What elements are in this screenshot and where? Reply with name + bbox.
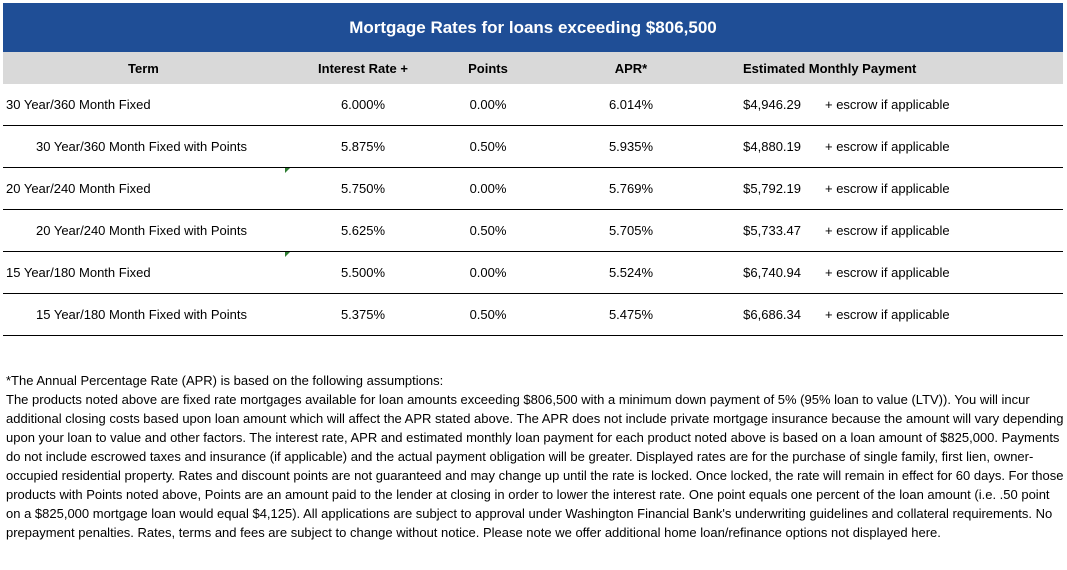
cell-points: 0.50% bbox=[469, 223, 507, 238]
cell-points: 0.00% bbox=[469, 265, 507, 280]
cell-interest-rate: 5.875% bbox=[340, 139, 386, 154]
cell-term: 30 Year/360 Month Fixed with Points bbox=[36, 139, 248, 154]
cell-apr: 6.014% bbox=[608, 97, 654, 112]
cell-monthly-payment: $6,686.34 bbox=[743, 307, 801, 322]
cell-apr: 5.524% bbox=[608, 265, 654, 280]
cell-term: 15 Year/180 Month Fixed with Points bbox=[36, 307, 248, 322]
table-row: 20 Year/240 Month Fixed with Points 5.62… bbox=[3, 210, 1063, 252]
table-row: 15 Year/180 Month Fixed with Points 5.37… bbox=[3, 294, 1063, 336]
cell-points: 0.50% bbox=[469, 307, 507, 322]
table-row: 30 Year/360 Month Fixed 6.000% 0.00% 6.0… bbox=[3, 84, 1063, 126]
cell-comment-marker bbox=[285, 252, 290, 257]
cell-comment-marker bbox=[285, 168, 290, 173]
cell-escrow-note: + escrow if applicable bbox=[825, 181, 950, 196]
table-row: 20 Year/240 Month Fixed 5.750% 0.00% 5.7… bbox=[3, 168, 1063, 210]
header-monthly-payment: Estimated Monthly Payment bbox=[743, 61, 917, 76]
cell-points: 0.50% bbox=[469, 139, 507, 154]
cell-escrow-note: + escrow if applicable bbox=[825, 307, 950, 322]
cell-term: 15 Year/180 Month Fixed bbox=[6, 265, 151, 280]
cell-interest-rate: 5.375% bbox=[340, 307, 386, 322]
header-term: Term bbox=[128, 61, 159, 76]
cell-monthly-payment: $5,733.47 bbox=[743, 223, 801, 238]
cell-monthly-payment: $6,740.94 bbox=[743, 265, 801, 280]
cell-points: 0.00% bbox=[469, 97, 507, 112]
cell-apr: 5.705% bbox=[608, 223, 654, 238]
table-title: Mortgage Rates for loans exceeding $806,… bbox=[3, 3, 1063, 52]
cell-escrow-note: + escrow if applicable bbox=[825, 139, 950, 154]
header-points: Points bbox=[468, 61, 508, 76]
cell-escrow-note: + escrow if applicable bbox=[825, 97, 950, 112]
cell-term: 20 Year/240 Month Fixed bbox=[6, 181, 151, 196]
cell-interest-rate: 5.500% bbox=[340, 265, 386, 280]
apr-disclosure: *The Annual Percentage Rate (APR) is bas… bbox=[6, 371, 1064, 542]
cell-monthly-payment: $4,880.19 bbox=[743, 139, 801, 154]
cell-interest-rate: 6.000% bbox=[340, 97, 386, 112]
table-row: 30 Year/360 Month Fixed with Points 5.87… bbox=[3, 126, 1063, 168]
apr-disclosure-body: The products noted above are fixed rate … bbox=[6, 392, 1064, 540]
table-row: 15 Year/180 Month Fixed 5.500% 0.00% 5.5… bbox=[3, 252, 1063, 294]
cell-term: 30 Year/360 Month Fixed bbox=[6, 97, 151, 112]
cell-interest-rate: 5.625% bbox=[340, 223, 386, 238]
header-apr: APR* bbox=[614, 61, 648, 76]
table-header: Term Interest Rate + Points APR* Estimat… bbox=[3, 52, 1063, 84]
cell-apr: 5.935% bbox=[608, 139, 654, 154]
cell-monthly-payment: $5,792.19 bbox=[743, 181, 801, 196]
cell-term: 20 Year/240 Month Fixed with Points bbox=[36, 223, 248, 238]
cell-escrow-note: + escrow if applicable bbox=[825, 265, 950, 280]
header-interest-rate: Interest Rate + bbox=[318, 61, 408, 76]
cell-apr: 5.475% bbox=[608, 307, 654, 322]
cell-apr: 5.769% bbox=[608, 181, 654, 196]
cell-escrow-note: + escrow if applicable bbox=[825, 223, 950, 238]
cell-points: 0.00% bbox=[469, 181, 507, 196]
cell-monthly-payment: $4,946.29 bbox=[743, 97, 801, 112]
cell-interest-rate: 5.750% bbox=[340, 181, 386, 196]
apr-disclosure-heading: *The Annual Percentage Rate (APR) is bas… bbox=[6, 373, 444, 388]
